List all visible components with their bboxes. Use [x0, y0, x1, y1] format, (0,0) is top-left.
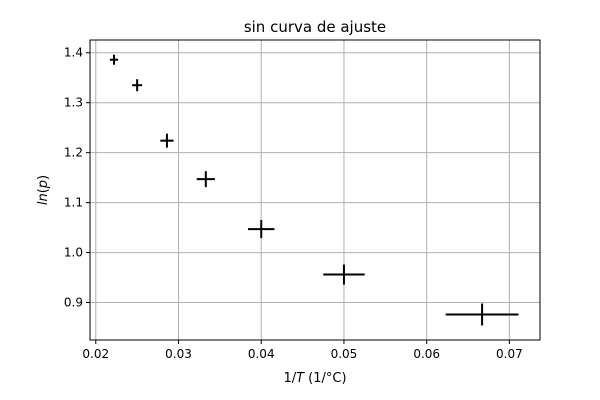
axis-ticks: 0.02 0.03 0.04 0.05 0.06 0.07 0.9 1.0 1.1 1.2 1.3 1… [64, 46, 523, 361]
y-tick-label: 1.2 [64, 146, 83, 160]
x-axis-label: 1/T (1/°C) [283, 371, 346, 386]
grid [90, 40, 540, 340]
y-tick-label: 1.3 [64, 96, 83, 110]
x-tick-label: 0.02 [82, 347, 109, 361]
data-point [445, 303, 519, 326]
x-tick-label: 0.06 [413, 347, 440, 361]
x-axis-label-prefix: 1/ [283, 371, 296, 386]
y-axis-label-open: ( [36, 188, 51, 193]
x-tick-label: 0.04 [248, 347, 275, 361]
x-axis-label-variable: T [296, 371, 305, 386]
data-point [323, 264, 365, 285]
data-points [109, 54, 519, 326]
plot-background [90, 40, 540, 340]
x-axis-label-suffix: (1/°C) [304, 371, 347, 386]
x-tick-label: 0.05 [331, 347, 358, 361]
x-tick-label: 0.07 [496, 347, 523, 361]
chart-title: sin curva de ajuste [244, 18, 386, 36]
data-point [196, 171, 215, 188]
y-axis-label-function: ln [36, 193, 51, 205]
data-point [247, 220, 275, 239]
data-point [109, 54, 119, 65]
y-axis-label-close: ) [36, 175, 51, 180]
data-point [160, 133, 174, 148]
x-tick-label: 0.03 [165, 347, 192, 361]
y-tick-label: 0.9 [64, 296, 83, 310]
plot-frame [89, 39, 541, 341]
data-point [132, 79, 143, 92]
y-tick-label: 1.4 [64, 46, 83, 60]
y-axis-label: ln(p) [36, 175, 51, 205]
y-tick-label: 1.0 [64, 246, 83, 260]
y-tick-label: 1.1 [64, 196, 83, 210]
y-axis-label-argument: p [36, 180, 51, 189]
